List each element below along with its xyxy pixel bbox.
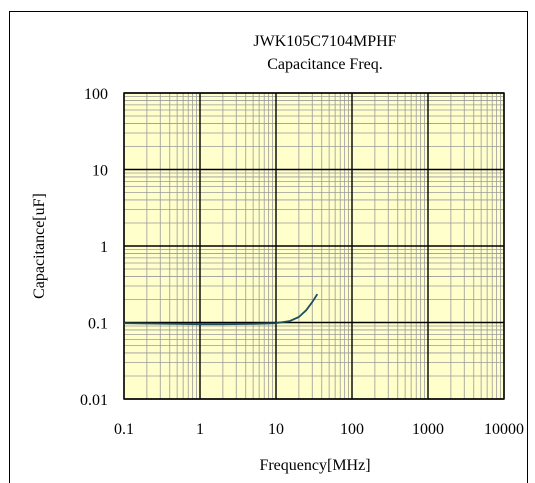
series-layer — [123, 293, 319, 326]
x-tick-label: 10000 — [484, 421, 524, 438]
y-tick-label: 100 — [84, 86, 108, 103]
y-tick-label: 0.1 — [88, 316, 108, 333]
x-tick-label: 10 — [268, 421, 284, 438]
x-tick-labels: 0.1 1 10 100 1000 10000 — [114, 421, 524, 438]
x-axis-label: Frequency[MHz] — [259, 457, 370, 474]
y-axis-label: Capacitance[uF] — [31, 193, 48, 299]
y-tick-label: 0.01 — [80, 392, 108, 409]
x-tick-label: 0.1 — [114, 421, 134, 438]
x-tick-label: 100 — [340, 421, 364, 438]
chart-title: JWK105C7104MPHF — [253, 33, 396, 50]
x-tick-label: 1 — [196, 421, 204, 438]
plot-border — [123, 92, 505, 400]
y-tick-label: 1 — [100, 239, 108, 256]
y-tick-labels: 100 10 1 0.1 0.01 — [80, 86, 108, 409]
series-line — [123, 293, 319, 326]
chart-subtitle: Capacitance Freq. — [267, 56, 383, 73]
y-tick-label: 10 — [92, 163, 108, 180]
x-tick-label: 1000 — [412, 421, 444, 438]
